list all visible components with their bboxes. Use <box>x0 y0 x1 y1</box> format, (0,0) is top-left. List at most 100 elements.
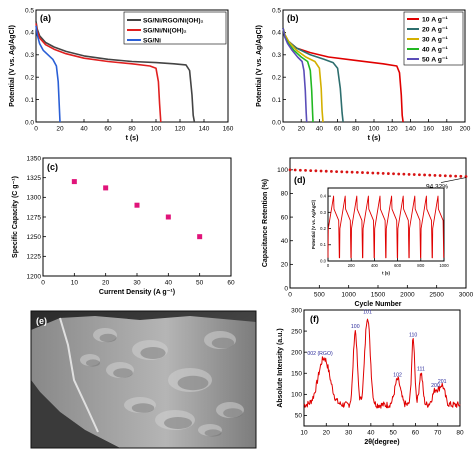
plot-frame <box>42 157 232 277</box>
x-tick-label: 30 <box>345 430 353 437</box>
legend-entry: 30 A g⁻¹ <box>422 37 448 44</box>
x-tick-label: 0 <box>41 280 45 287</box>
sem-grain-shadow <box>86 359 100 367</box>
y-tick-label: 0.1 <box>320 242 326 247</box>
y-tick-label: 0.5 <box>272 7 281 14</box>
data-point <box>449 174 452 178</box>
y-tick-label: 1250 <box>27 234 42 241</box>
sem-grain-shadow <box>204 429 222 437</box>
legend-entry: 50 A g⁻¹ <box>422 57 448 64</box>
y-tick-label: 0.1 <box>272 97 281 104</box>
y-tick-label: 300 <box>291 307 302 314</box>
x-tick-label: 200 <box>460 126 471 133</box>
x-tick-label: 0 <box>34 126 38 133</box>
data-point <box>350 170 354 174</box>
legend-box <box>123 11 227 45</box>
x-tick-label: 1000 <box>341 292 356 299</box>
data-point <box>438 174 442 177</box>
sem-grain <box>80 354 100 366</box>
x-tick-label: 100 <box>369 126 380 133</box>
x-tick-label: 80 <box>128 126 136 133</box>
data-point <box>464 175 468 178</box>
legend-entry: 10 A g⁻¹ <box>422 17 448 24</box>
peak-label: 102 <box>393 373 402 379</box>
sem-grain <box>124 397 156 413</box>
y-axis-label: Specific Capacity (C g⁻¹) <box>12 176 19 258</box>
x-tick-label: 2500 <box>429 292 444 299</box>
sem-grain <box>216 402 244 418</box>
data-point <box>454 174 458 178</box>
y-tick-label: 50 <box>295 413 303 420</box>
sem-grain <box>168 368 212 392</box>
x-tick-label: 20 <box>102 280 110 287</box>
data-point <box>402 172 406 176</box>
sem-grain <box>93 328 117 342</box>
sem-grain <box>198 424 222 436</box>
legend-entry: 40 A g⁻¹ <box>422 47 448 54</box>
data-point <box>361 171 364 174</box>
data-point <box>324 169 328 173</box>
legend-entry: 20 A g⁻¹ <box>422 27 448 34</box>
panel-label: (e) <box>36 316 47 326</box>
sem-grain-shadow <box>131 403 155 413</box>
sem-grain <box>155 410 195 430</box>
x-tick-label: 140 <box>405 126 416 133</box>
panel-label: (b) <box>287 13 299 23</box>
sem-grain-shadow <box>177 375 209 391</box>
y-tick-label: 1300 <box>27 195 42 202</box>
sem-grain <box>106 362 134 378</box>
legend-entry: SG/Ni <box>143 38 161 45</box>
retention-annotation: 94.32% <box>426 184 448 191</box>
legend: 10 A g⁻¹ 20 A g⁻¹ 30 A g⁻¹ 40 A g⁻¹ 50 A g⁻¹ <box>403 11 464 66</box>
sem-grain-shadow <box>113 368 133 378</box>
x-tick-label: 200 <box>348 263 356 268</box>
x-tick-label: 500 <box>314 292 325 299</box>
y-tick-label: 60 <box>281 214 289 221</box>
plot-frame <box>289 157 467 289</box>
x-tick-label: 20 <box>298 126 306 133</box>
data-point <box>459 174 463 178</box>
x-tick-label: 30 <box>133 280 141 287</box>
data-point <box>345 170 349 174</box>
x-axis-label: t (s) <box>368 135 381 142</box>
x-tick-label: 60 <box>412 430 420 437</box>
x-tick-label: 50 <box>390 430 398 437</box>
peak-label: 111 <box>417 366 425 372</box>
y-tick-label: 40 <box>281 238 289 245</box>
x-tick-label: 800 <box>417 263 425 268</box>
x-axis-label: t (s) <box>382 270 390 275</box>
y-tick-label: 200 <box>291 349 302 356</box>
x-axis-label: Current Density (A g⁻¹) <box>99 289 175 296</box>
x-tick-label: 180 <box>441 126 452 133</box>
x-tick-label: 40 <box>165 280 173 287</box>
data-point <box>443 174 447 178</box>
x-tick-label: 0 <box>281 126 285 133</box>
x-tick-label: 50 <box>196 280 204 287</box>
series-line <box>35 23 162 123</box>
x-tick-label: 160 <box>223 126 234 133</box>
x-tick-label: 160 <box>423 126 434 133</box>
x-tick-label: 120 <box>175 126 186 133</box>
panel-label: (c) <box>47 162 58 172</box>
data-point <box>71 179 77 185</box>
y-tick-label: 1275 <box>27 214 42 221</box>
series-line <box>282 27 308 123</box>
panel-b: 0 20 40 60 80 100 120 140 160 180 200 0.0 0.1 0.2 0.3 0… <box>256 7 471 142</box>
y-tick-label: 100 <box>291 392 302 399</box>
sem-surface <box>31 316 256 448</box>
legend: SG/Ni/RGO/Ni(OH)₂ SG/Ni/Ni(OH)₂ SG/Ni <box>123 11 227 45</box>
data-point <box>428 173 432 177</box>
data-point <box>288 168 292 172</box>
x-tick-label: 1500 <box>371 292 386 299</box>
y-tick-label: 250 <box>291 328 302 335</box>
x-tick-label: 60 <box>334 126 342 133</box>
sem-grain <box>132 340 168 360</box>
y-tick-label: 0.3 <box>272 52 281 59</box>
y-tick-label: 1350 <box>27 155 42 162</box>
peak-label: 110 <box>409 333 417 339</box>
y-tick-label: 0.5 <box>25 7 34 14</box>
data-point <box>355 170 359 174</box>
y-tick-label: 0.1 <box>25 97 34 104</box>
x-tick-label: 140 <box>199 126 210 133</box>
